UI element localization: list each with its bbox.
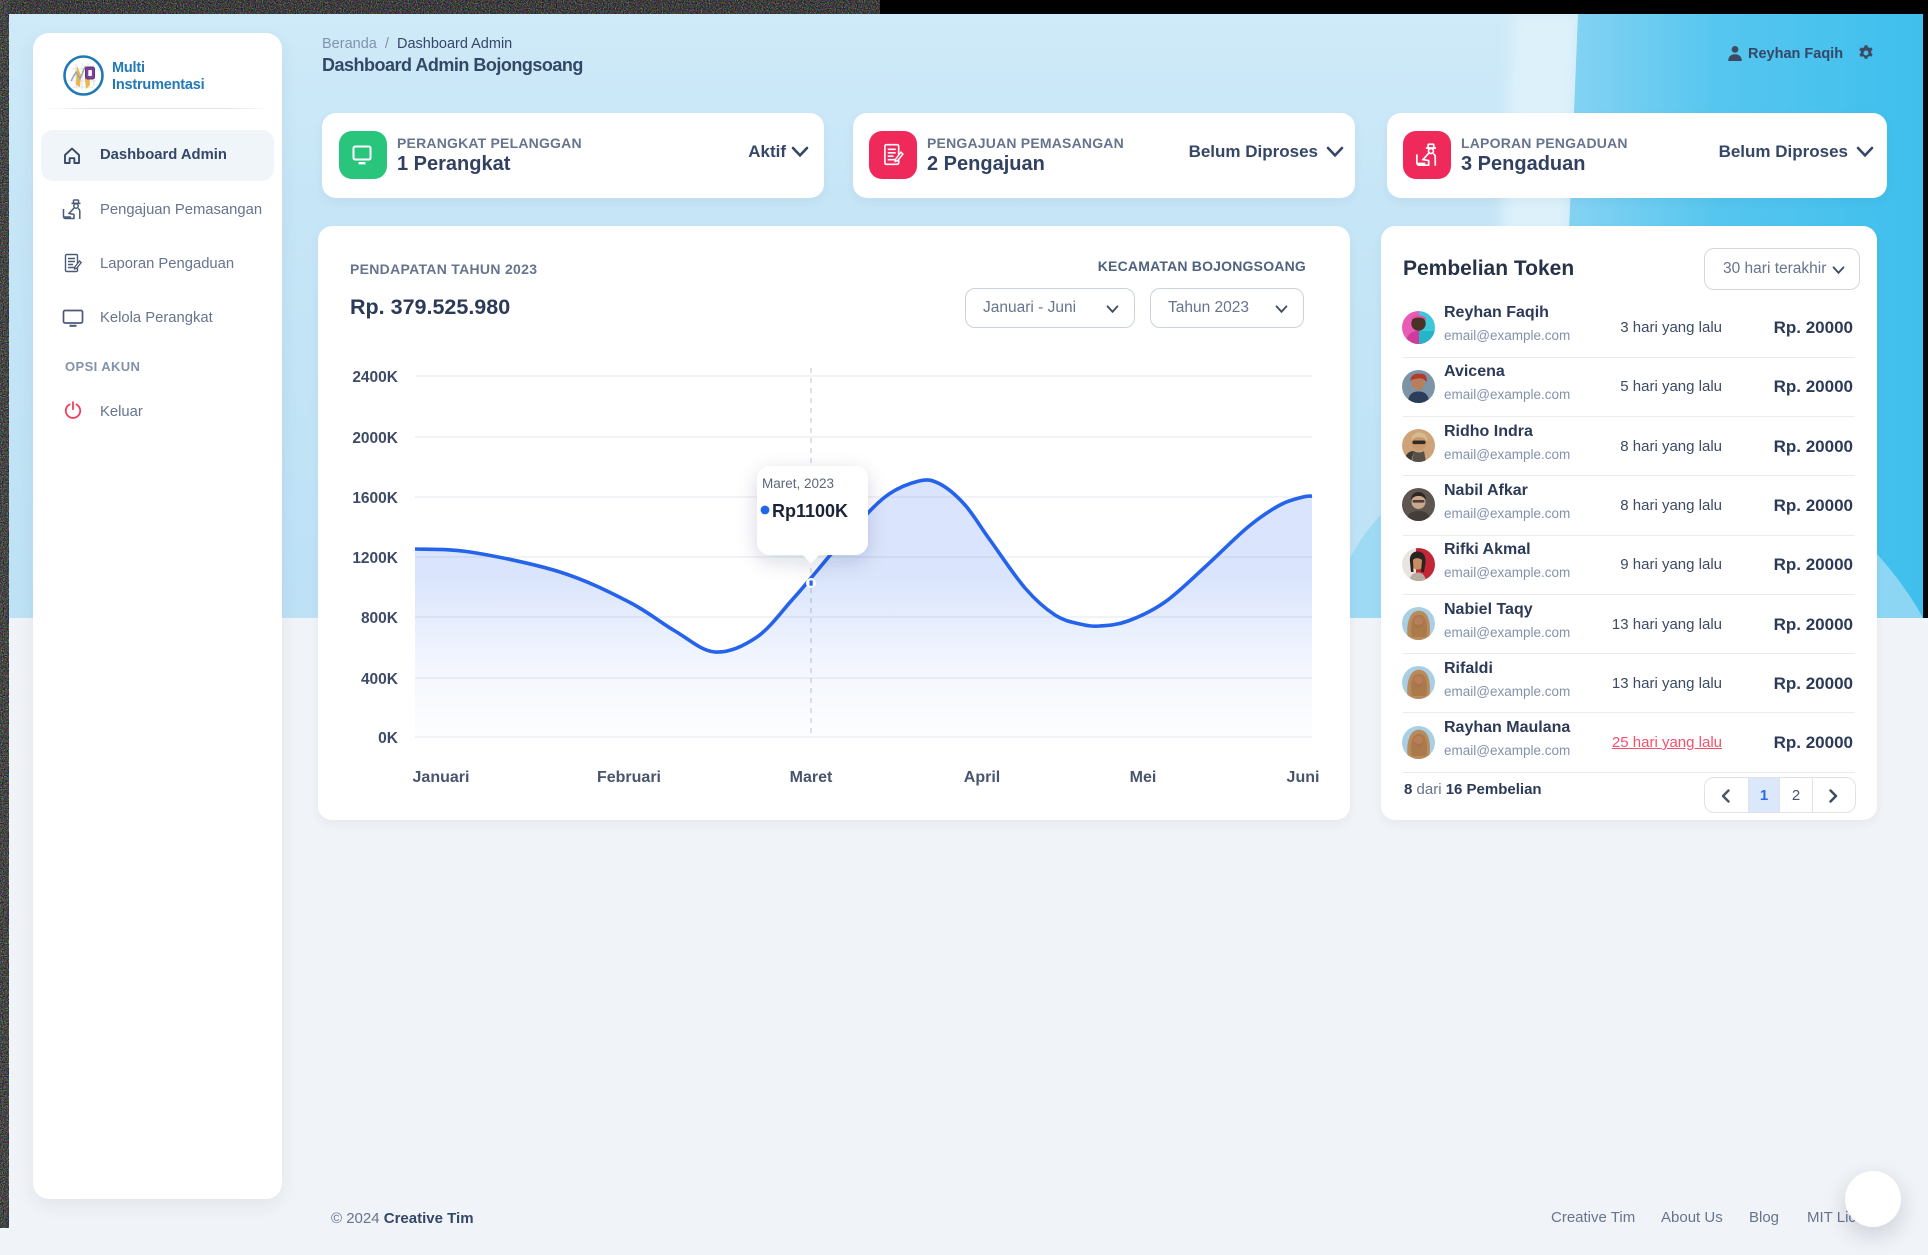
svg-text:1200K: 1200K (352, 550, 398, 567)
svg-text:Juni: Juni (1287, 769, 1320, 786)
svg-text:2400K: 2400K (352, 369, 398, 386)
svg-text:Mei: Mei (1130, 769, 1157, 786)
svg-text:Rp1100K: Rp1100K (772, 501, 848, 521)
svg-text:1600K: 1600K (352, 490, 398, 507)
svg-text:2000K: 2000K (352, 430, 398, 447)
svg-text:Januari: Januari (413, 769, 470, 786)
svg-text:0K: 0K (378, 730, 399, 747)
svg-text:Februari: Februari (597, 769, 661, 786)
svg-text:April: April (964, 769, 1000, 786)
svg-text:400K: 400K (361, 671, 399, 688)
svg-text:Maret: Maret (790, 769, 833, 786)
svg-text:Maret, 2023: Maret, 2023 (762, 476, 834, 491)
svg-text:800K: 800K (361, 610, 399, 627)
